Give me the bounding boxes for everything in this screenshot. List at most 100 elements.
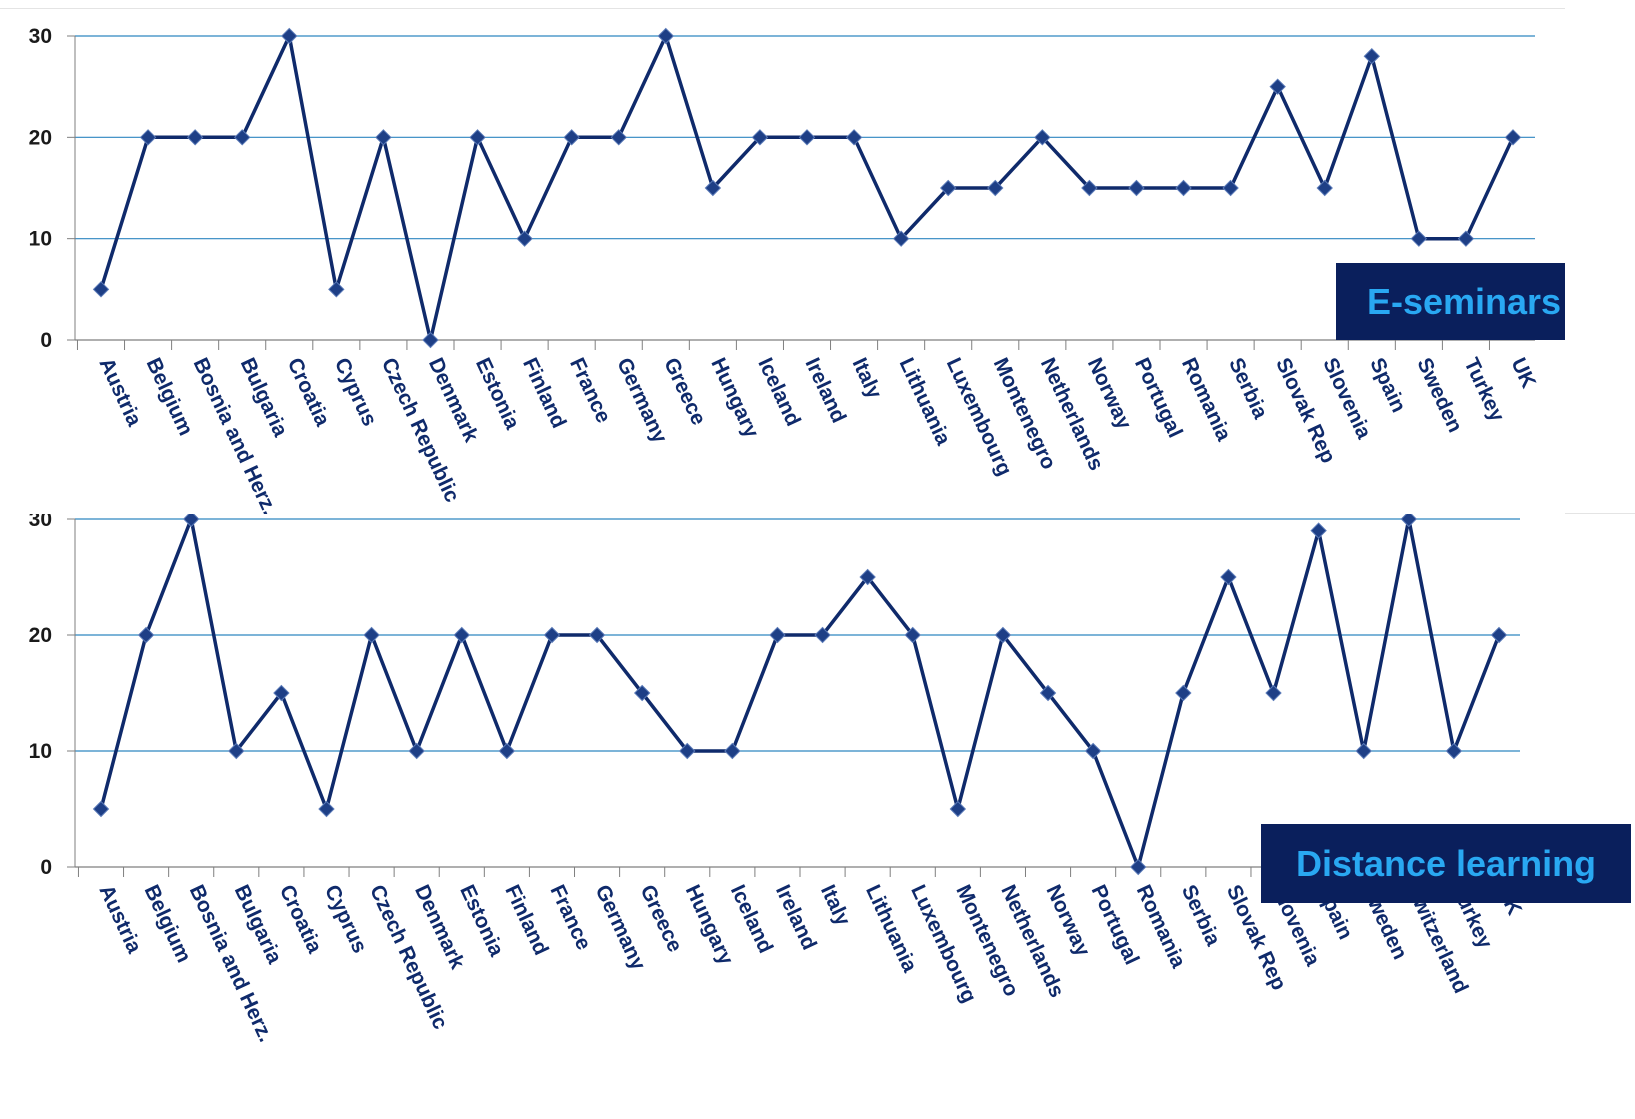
distance-learning-point-finland — [498, 742, 516, 760]
e-seminars-x-label-italy: Italy — [848, 354, 887, 402]
distance-learning-x-label-austria: Austria — [94, 881, 146, 957]
e-seminars-x-label-norway: Norway — [1083, 354, 1136, 433]
e-seminars-point-norway — [1081, 179, 1098, 197]
e-seminars-point-lithuania — [892, 230, 910, 247]
distance-learning-x-label-italy: Italy — [816, 881, 855, 929]
distance-learning-point-romania — [1130, 858, 1147, 876]
distance-learning-point-sweden — [1355, 742, 1372, 760]
distance-learning-point-bosnia-and-herz — [182, 514, 200, 528]
e-seminars-point-turkey — [1457, 230, 1475, 247]
distance-learning-point-netherlands — [994, 626, 1012, 644]
e-seminars-x-label-greece: Greece — [659, 354, 710, 428]
e-seminars-x-label-turkey: Turkey — [1459, 354, 1508, 425]
distance-learning-point-luxembourg — [904, 626, 921, 644]
e-seminars-point-luxembourg — [939, 179, 957, 197]
e-seminars-point-bulgaria — [233, 129, 251, 146]
e-seminars-point-serbia — [1222, 179, 1239, 197]
distance-learning-point-spain — [1310, 522, 1327, 539]
e-seminars-point-denmark — [422, 331, 439, 349]
distance-learning-point-serbia — [1175, 684, 1192, 702]
distance-learning-point-estonia — [453, 626, 470, 644]
distance-learning-point-slovenia — [1265, 684, 1282, 702]
distance-learning-point-belgium — [137, 626, 155, 644]
distance-learning-point-france — [543, 626, 561, 644]
e-seminars-x-label-portugal: Portugal — [1130, 354, 1187, 441]
distance-learning-point-czech-republic — [363, 626, 380, 644]
distance-learning-point-ireland — [769, 626, 786, 644]
distance-learning-point-lithuania — [859, 568, 876, 586]
distance-learning-y-tick-label-0: 0 — [40, 856, 52, 879]
e-seminars-x-label-croatia: Croatia — [283, 354, 335, 430]
e-seminars-point-czech-republic — [375, 129, 392, 146]
distance-learning-point-bulgaria — [228, 742, 245, 760]
distance-learning-point-norway — [1039, 684, 1057, 702]
e-seminars-point-estonia — [469, 129, 486, 146]
e-seminars-x-label-uk: UK — [1506, 354, 1540, 391]
distance-learning-point-uk — [1490, 626, 1508, 644]
e-seminars-point-portugal — [1128, 179, 1145, 197]
e-seminars-point-sweden — [1410, 230, 1428, 247]
e-seminars-point-greece — [657, 27, 675, 45]
e-seminars-point-hungary — [704, 179, 722, 197]
distance-learning-point-montenegro — [949, 800, 967, 818]
distance-learning-x-label-france: France — [545, 881, 595, 953]
distance-learning-point-portugal — [1084, 742, 1102, 760]
e-seminars-y-tick-label-0: 0 — [40, 329, 52, 352]
e-seminars-point-austria — [92, 281, 110, 298]
e-seminars-x-label-iceland: Iceland — [753, 354, 804, 429]
e-seminars-x-label-serbia: Serbia — [1224, 354, 1272, 422]
e-seminars-point-ireland — [798, 129, 816, 146]
e-seminars-point-netherlands — [1034, 129, 1051, 146]
e-seminars-x-label-spain: Spain — [1365, 354, 1410, 416]
e-seminars-point-montenegro — [987, 179, 1004, 197]
e-seminars-label: E-seminars — [1336, 263, 1565, 340]
e-seminars-point-germany — [610, 129, 627, 146]
distance-learning-x-label-iceland: Iceland — [726, 881, 777, 956]
distance-learning-label: Distance learning — [1261, 824, 1631, 903]
distance-learning-x-label-finland: Finland — [500, 881, 552, 958]
e-seminars-x-label-hungary: Hungary — [706, 354, 763, 441]
e-seminars-point-slovak-rep — [1269, 78, 1286, 95]
distance-learning-x-label-croatia: Croatia — [275, 881, 327, 957]
distance-learning-point-turkey — [1445, 742, 1463, 760]
distance-learning-x-label-ireland: Ireland — [771, 881, 821, 953]
distance-learning-x-label-greece: Greece — [636, 881, 687, 955]
distance-learning-y-tick-label-10: 10 — [29, 740, 52, 763]
e-seminars-point-romania — [1175, 179, 1192, 197]
e-seminars-point-iceland — [751, 129, 769, 146]
distance-learning-point-hungary — [679, 742, 696, 760]
e-seminars-point-finland — [516, 230, 533, 247]
distance-learning-point-switzerland — [1400, 514, 1418, 528]
e-seminars-x-label-sweden: Sweden — [1412, 354, 1466, 436]
distance-learning-x-label-cyprus: Cyprus — [320, 881, 371, 956]
e-seminars-point-bosnia-and-herz — [186, 129, 204, 146]
e-seminars-series-line — [99, 34, 1515, 342]
distance-learning-point-iceland — [724, 742, 741, 760]
e-seminars-x-label-finland: Finland — [518, 354, 570, 431]
distance-learning-chart-panel: 0 10 20 30 Austria Belgium Bosnia and Herz. Bul… — [0, 513, 1635, 1119]
e-seminars-y-tick-label-20: 20 — [29, 126, 52, 149]
e-seminars-point-belgium — [139, 129, 157, 146]
distance-learning-point-croatia — [273, 684, 290, 702]
e-seminars-chart-panel: 0 10 20 30 Austria Belgium Bosnia and Herz. Bul… — [0, 8, 1565, 514]
distance-learning-point-denmark — [408, 742, 425, 760]
e-seminars-x-label-ireland: Ireland — [800, 354, 850, 426]
e-seminars-y-tick-label-30: 30 — [29, 25, 52, 48]
e-seminars-x-label-austria: Austria — [94, 354, 146, 430]
distance-learning-point-germany — [588, 626, 606, 644]
distance-learning-y-tick-label-30: 30 — [29, 514, 52, 531]
distance-learning-series-line — [99, 517, 1501, 869]
distance-learning-point-austria — [92, 800, 110, 818]
e-seminars-point-cyprus — [328, 281, 345, 298]
e-seminars-x-label-estonia: Estonia — [471, 354, 524, 433]
e-seminars-point-slovenia — [1316, 179, 1333, 197]
e-seminars-point-france — [563, 129, 580, 146]
e-seminars-point-spain — [1363, 48, 1381, 65]
e-seminars-x-label-belgium: Belgium — [142, 354, 198, 439]
distance-learning-point-cyprus — [318, 800, 335, 818]
distance-learning-x-label-serbia: Serbia — [1177, 881, 1225, 949]
distance-learning-point-slovak-rep — [1220, 568, 1237, 586]
